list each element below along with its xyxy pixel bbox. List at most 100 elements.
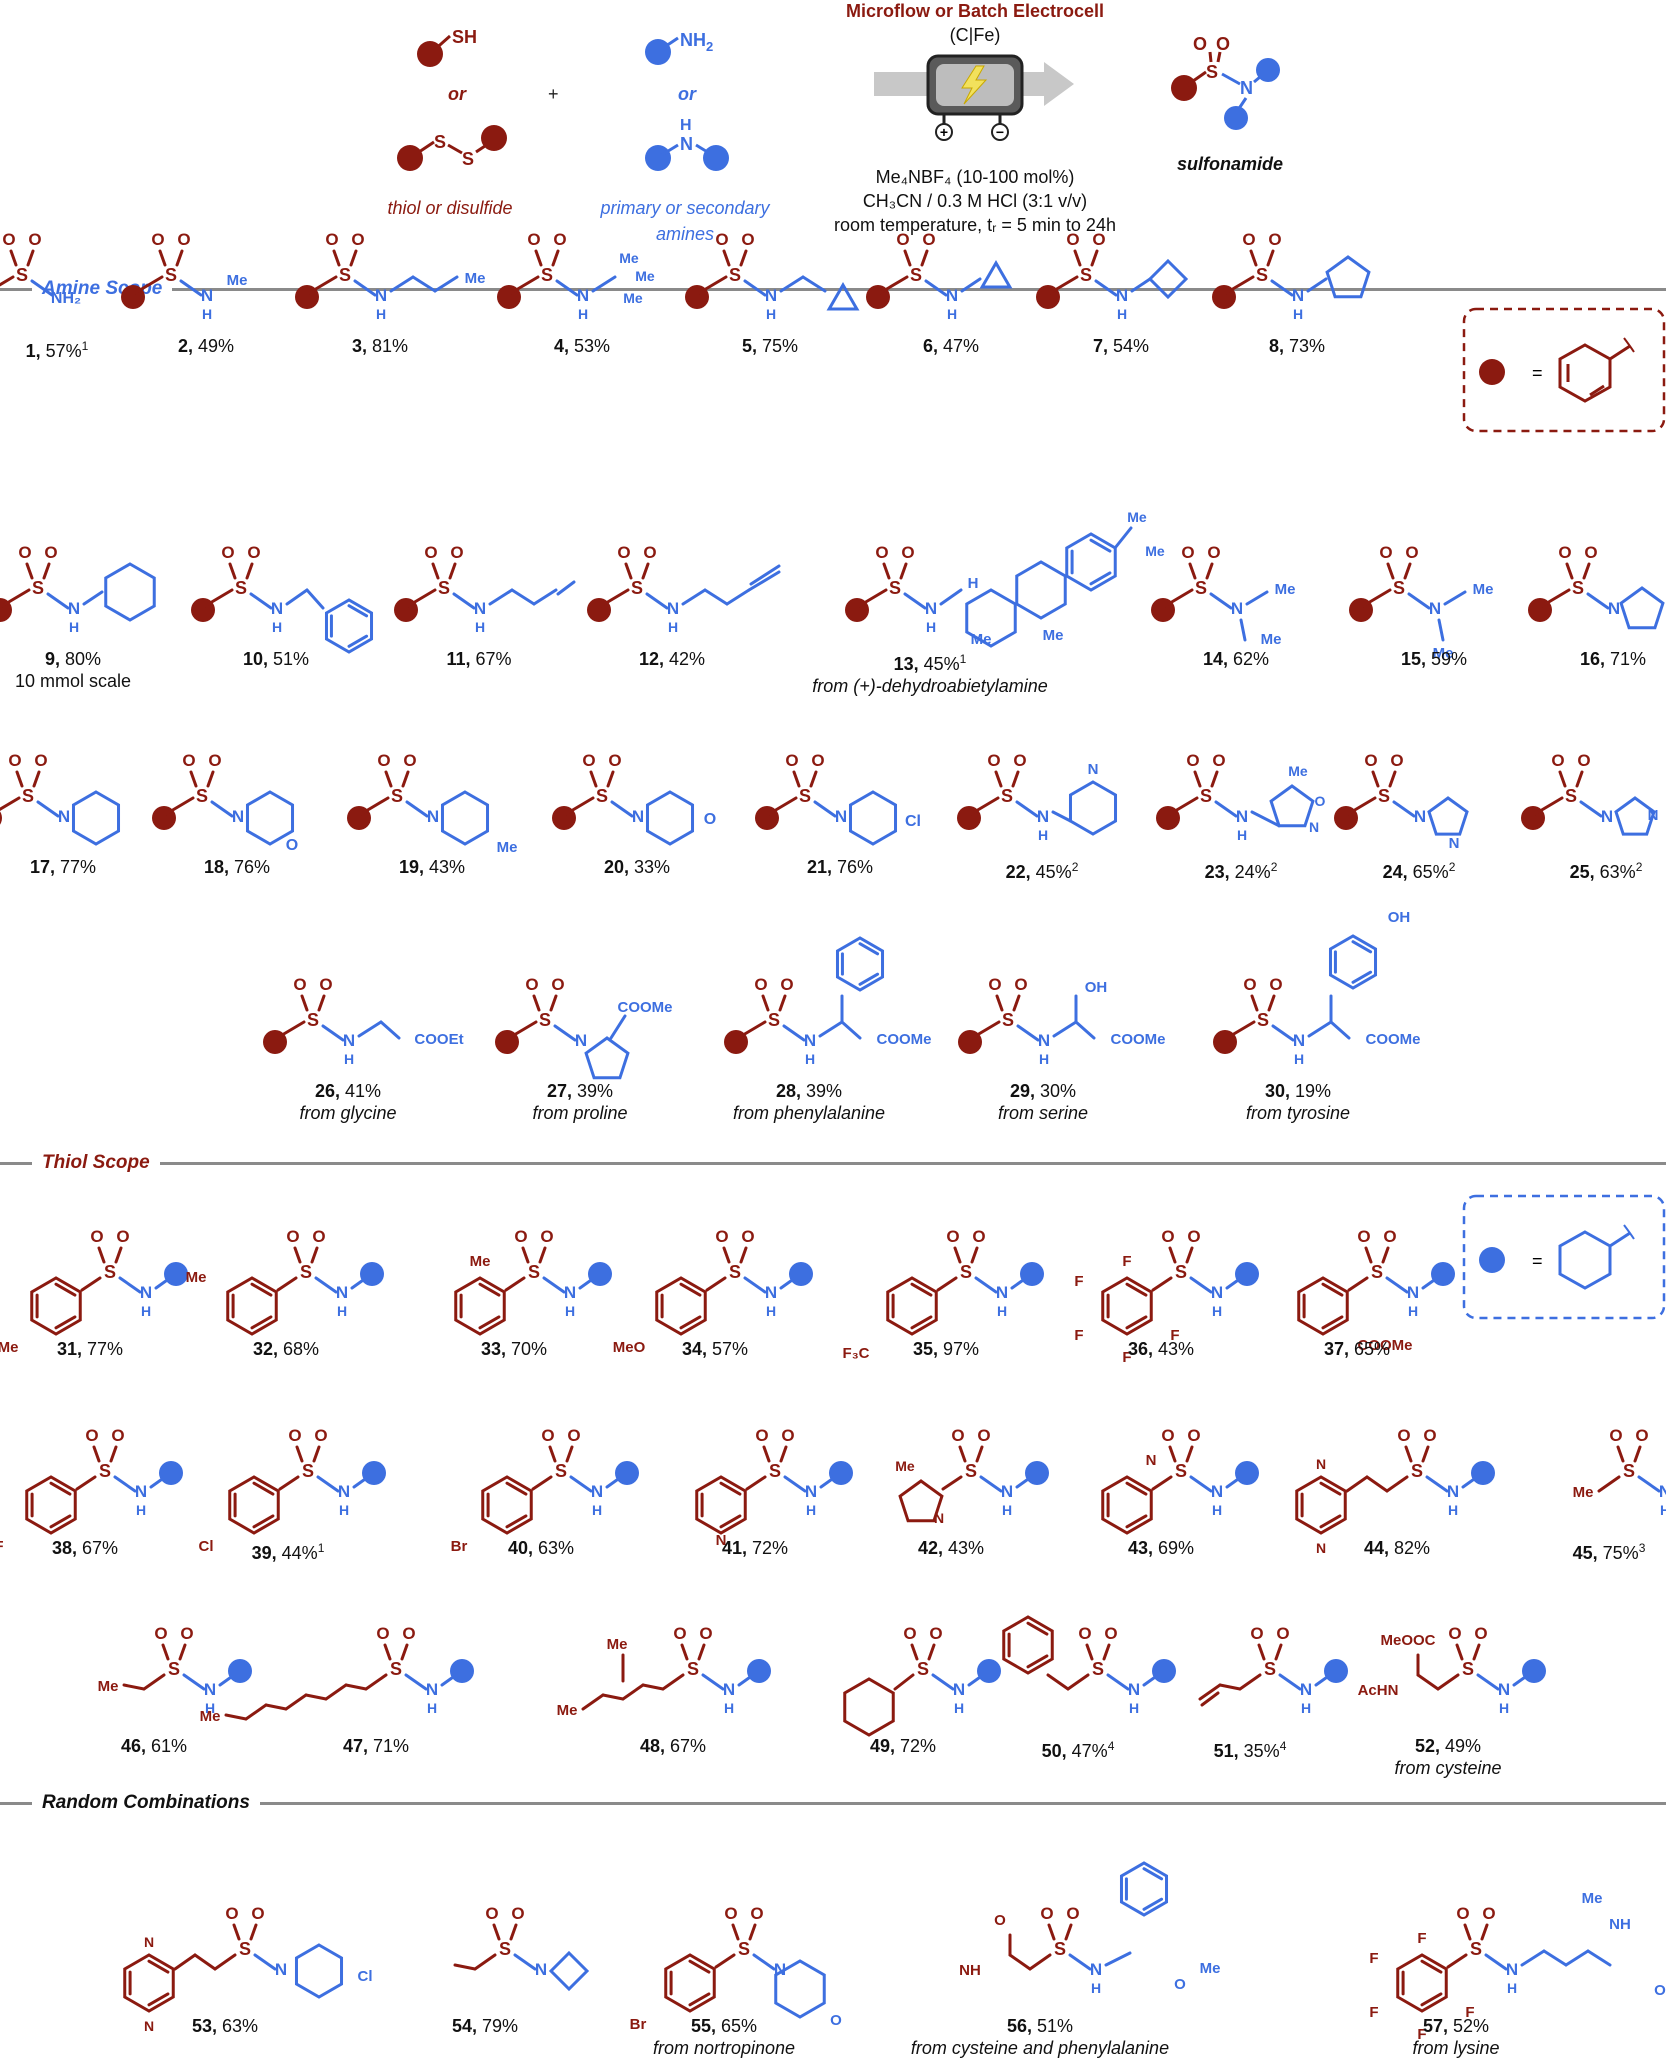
svg-text:H: H bbox=[766, 306, 776, 322]
compound-number: 13, bbox=[893, 654, 919, 674]
compound-yield: 39, 44%1 bbox=[252, 1537, 325, 1564]
compound-label-3: 3, 81% bbox=[352, 335, 408, 357]
svg-text:N: N bbox=[58, 807, 70, 826]
svg-text:H: H bbox=[1294, 1051, 1304, 1067]
compound-yield: 36, 43% bbox=[1128, 1338, 1194, 1360]
yield-value: 30% bbox=[1035, 1081, 1077, 1101]
svg-text:O: O bbox=[1397, 1426, 1410, 1445]
svg-text:H: H bbox=[1002, 1502, 1012, 1518]
compound-label-27: 27, 39% from proline bbox=[532, 1080, 627, 1124]
s-label-1: S bbox=[434, 132, 446, 152]
svg-text:N: N bbox=[144, 2018, 154, 2034]
compound-note: from tyrosine bbox=[1245, 1103, 1351, 1123]
compound-number: 57, bbox=[1422, 2016, 1448, 2036]
random-combinations-divider: Random Combinations bbox=[0, 1790, 1666, 1816]
svg-text:O: O bbox=[1092, 230, 1105, 249]
structure-14: SO O N Me Me bbox=[1151, 543, 1295, 648]
svg-text:F: F bbox=[1122, 1253, 1131, 1270]
compound-yield: 14, 62% bbox=[1203, 648, 1269, 670]
compound-yield: 56, 51% bbox=[911, 2015, 1169, 2037]
svg-text:S: S bbox=[768, 1010, 780, 1030]
cathode-label: − bbox=[996, 124, 1004, 140]
svg-text:N: N bbox=[723, 1680, 735, 1699]
footnote-marker: 1 bbox=[81, 339, 89, 353]
compound-note: from proline bbox=[532, 1103, 628, 1123]
svg-text:O: O bbox=[111, 1426, 124, 1445]
compound-label-23: 23, 24%2 bbox=[1205, 856, 1278, 883]
svg-text:H: H bbox=[427, 1700, 437, 1716]
compound-number: 40, bbox=[507, 1538, 533, 1558]
compound-label-54: 54, 79% bbox=[452, 2015, 518, 2037]
yield-value: 69% bbox=[1153, 1538, 1195, 1558]
svg-text:O: O bbox=[1242, 230, 1255, 249]
svg-text:S: S bbox=[1264, 1659, 1276, 1679]
compound-yield: 24, 65%2 bbox=[1383, 856, 1456, 883]
svg-text:H: H bbox=[1507, 1980, 1517, 1996]
svg-text:F: F bbox=[1170, 1327, 1179, 1344]
svg-text:O: O bbox=[225, 1904, 238, 1923]
compound-yield: 3, 81% bbox=[352, 335, 408, 357]
compound-number: 12, bbox=[638, 649, 664, 669]
compound-yield: 21, 76% bbox=[807, 856, 873, 878]
svg-text:O: O bbox=[208, 751, 221, 770]
svg-text:N: N bbox=[338, 1482, 350, 1501]
svg-text:N: N bbox=[804, 1031, 816, 1050]
svg-text:S: S bbox=[1200, 786, 1212, 806]
svg-text:Me: Me bbox=[1473, 581, 1494, 598]
svg-text:COOEt: COOEt bbox=[414, 1031, 463, 1048]
svg-text:NH2: NH2 bbox=[680, 30, 713, 54]
compound-label-6: 6, 47% bbox=[923, 335, 979, 357]
svg-text:O: O bbox=[1161, 1227, 1174, 1246]
svg-text:OH: OH bbox=[1388, 909, 1411, 926]
compound-yield: 37, 65% bbox=[1324, 1338, 1390, 1360]
svg-text:O: O bbox=[643, 543, 656, 562]
compound-number: 8, bbox=[1268, 336, 1284, 356]
svg-text:N: N bbox=[1211, 1283, 1223, 1302]
svg-text:O: O bbox=[1609, 1426, 1622, 1445]
svg-text:H: H bbox=[1039, 1051, 1049, 1067]
svg-text:N: N bbox=[1309, 819, 1319, 835]
compound-yield: 47, 71% bbox=[343, 1735, 409, 1757]
structure-7: SO O NH bbox=[1036, 230, 1189, 322]
yield-value: 65% bbox=[1407, 862, 1449, 882]
footnote-marker: 2 bbox=[1635, 860, 1643, 874]
plus-sign: + bbox=[548, 84, 559, 104]
structure-52: SO O NH AcHN MeOOC bbox=[1358, 1624, 1546, 1716]
footnote-marker: 2 bbox=[1270, 860, 1278, 874]
condition-time: room temperature, tᵣ = 5 min to 24h bbox=[834, 215, 1116, 235]
svg-text:S: S bbox=[917, 1659, 929, 1679]
svg-text:O: O bbox=[1181, 543, 1194, 562]
svg-text:N: N bbox=[564, 1283, 576, 1302]
svg-text:O: O bbox=[994, 1912, 1006, 1929]
structure-4: SO O NH Me Me Me bbox=[497, 230, 655, 322]
footnote-marker: 2 bbox=[1448, 860, 1456, 874]
svg-text:N: N bbox=[1414, 807, 1426, 826]
compound-label-8: 8, 73% bbox=[1269, 335, 1325, 357]
yield-value: 45% bbox=[918, 654, 960, 674]
svg-text:O: O bbox=[972, 1227, 985, 1246]
yield-value: 42% bbox=[664, 649, 706, 669]
yield-value: 80% bbox=[59, 649, 102, 669]
svg-text:MeO: MeO bbox=[613, 1339, 646, 1356]
compound-number: 22, bbox=[1005, 862, 1031, 882]
svg-text:H: H bbox=[141, 1303, 151, 1319]
compound-number: 30, bbox=[1264, 1081, 1290, 1101]
svg-text:O: O bbox=[1456, 1904, 1469, 1923]
compound-number: 21, bbox=[806, 857, 832, 877]
compound-label-31: 31, 77% bbox=[57, 1338, 123, 1360]
svg-text:N: N bbox=[835, 807, 847, 826]
yield-value: 59% bbox=[1426, 649, 1468, 669]
svg-text:Me: Me bbox=[1288, 763, 1308, 779]
compound-number: 55, bbox=[690, 2016, 716, 2036]
svg-text:N: N bbox=[1659, 1482, 1666, 1501]
footnote-marker: 4 bbox=[1279, 1739, 1287, 1753]
yield-value: 72% bbox=[747, 1538, 789, 1558]
svg-text:N: N bbox=[1316, 1456, 1326, 1472]
svg-text:Cl: Cl bbox=[905, 813, 921, 830]
compound-yield: 17, 77% bbox=[30, 856, 96, 878]
svg-text:O: O bbox=[1482, 1904, 1495, 1923]
yield-value: 49% bbox=[192, 336, 235, 356]
svg-text:S: S bbox=[1092, 1659, 1104, 1679]
yield-value: 24% bbox=[1229, 862, 1271, 882]
